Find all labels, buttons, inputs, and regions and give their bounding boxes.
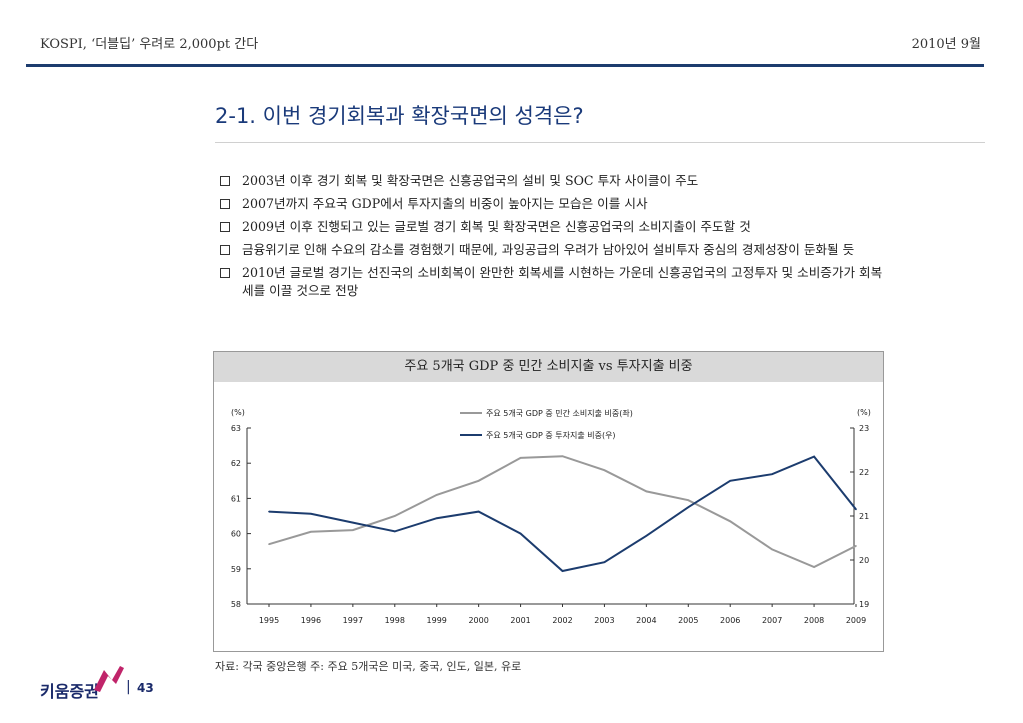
series-point-2 (519, 532, 522, 535)
bullet-text: 2009년 이후 진행되고 있는 글로벌 경기 회복 및 확장국면은 신흥공업국… (242, 219, 751, 234)
x-tick-label: 2006 (720, 616, 740, 625)
series-point-1 (310, 531, 312, 533)
series-point-1 (855, 545, 857, 547)
y-tick-label-left: 59 (231, 565, 241, 574)
x-tick-label: 1996 (301, 616, 321, 625)
chart-panel: 주요 5개국 GDP 중 민간 소비지출 vs 투자지출 비중 (%) (%) 58… (213, 351, 884, 652)
series-point-2 (561, 570, 564, 572)
square-bullet-icon (220, 245, 230, 255)
y-tick-label-left: 63 (231, 424, 241, 433)
page-title: 2-1. 이번 경기회복과 확장국면의 성격은? (215, 104, 584, 128)
series-point-1 (352, 529, 354, 531)
y-axis-right-unit: (%) (857, 408, 871, 417)
header-divider (26, 64, 984, 67)
square-bullet-icon (220, 268, 230, 278)
series-point-1 (771, 548, 773, 551)
x-tick-label: 2004 (636, 616, 656, 625)
square-bullet-icon (220, 222, 230, 232)
x-tick-label: 2008 (804, 616, 824, 625)
y-tick-label-left: 58 (231, 600, 241, 609)
series-point-1 (645, 490, 648, 493)
line-chart: (%) (%) 58 59 60 61 62 63 19 20 21 22 23 1995 1996 1997… (231, 408, 871, 625)
title-divider (215, 142, 985, 143)
series-point-1 (519, 457, 522, 459)
chart-title: 주요 5개국 GDP 중 민간 소비지출 vs 투자지출 비중 (214, 352, 883, 382)
y-tick-label-left: 61 (231, 494, 241, 503)
series-point-2 (393, 530, 396, 533)
bullet-item: 2007년까지 주요국 GDP에서 투자지출의 비중이 높아지는 모습은 이를 … (218, 195, 883, 213)
y-tick-label-left: 60 (231, 530, 241, 539)
x-tick-label: 2005 (678, 616, 698, 625)
x-tick-label: 1997 (343, 616, 363, 625)
series-point-1 (268, 543, 270, 545)
source-note: 자료: 각국 중앙은행 주: 주요 5개국은 미국, 중국, 인도, 일본, 유… (215, 660, 522, 673)
legend-label-2: 주요 5개국 GDP 중 투자지출 비중(우) (486, 430, 616, 440)
series-point-2 (603, 561, 606, 563)
series-line-2 (268, 455, 857, 573)
series-point-1 (435, 494, 438, 496)
x-tick-label: 2003 (594, 616, 614, 625)
series-point-2 (268, 510, 270, 513)
y-axis-left-unit: (%) (231, 408, 245, 417)
footer-separator: | (126, 679, 131, 695)
square-bullet-icon (220, 199, 230, 209)
x-tick-label: 2007 (762, 616, 782, 625)
bullet-item: 2003년 이후 경기 회복 및 확장국면은 신흥공업국의 설비 및 SOC 투… (218, 172, 883, 190)
series-point-1 (561, 455, 564, 457)
series-line-1 (268, 455, 857, 569)
x-tick-label: 2009 (846, 616, 866, 625)
series-point-1 (477, 480, 480, 482)
y-tick-label-right: 20 (859, 556, 869, 565)
square-bullet-icon (220, 176, 230, 186)
page-number: 43 (137, 681, 154, 695)
series-point-2 (729, 480, 732, 482)
series-point-1 (393, 515, 396, 517)
series-point-2 (352, 521, 354, 524)
series-point-2 (687, 506, 690, 508)
series-point-2 (855, 508, 857, 511)
x-tick-label: 1999 (427, 616, 447, 625)
x-tick-label: 2002 (552, 616, 572, 625)
bullet-list: 2003년 이후 경기 회복 및 확장국면은 신흥공업국의 설비 및 SOC 투… (218, 172, 883, 305)
y-tick-label-right: 23 (859, 424, 869, 433)
series-point-2 (771, 473, 773, 475)
bullet-text: 금융위기로 인해 수요의 감소를 경험했기 때문에, 과잉공급의 우려가 남아있… (242, 242, 855, 257)
x-tick-label: 2000 (468, 616, 488, 625)
bullet-text: 2003년 이후 경기 회복 및 확장국면은 신흥공업국의 설비 및 SOC 투… (242, 173, 699, 188)
legend-label-1: 주요 5개국 GDP 중 민간 소비지출 비중(좌) (486, 408, 633, 418)
logo-text: 키움증권 (40, 682, 99, 701)
logo-arrow-icon (94, 666, 124, 692)
bullet-item: 2010년 글로벌 경기는 선진국의 소비회복이 완만한 회복세를 시현하는 가… (218, 264, 883, 300)
x-tick-label: 1995 (259, 616, 279, 625)
y-tick-label-right: 21 (859, 512, 869, 521)
series-point-1 (813, 566, 815, 568)
y-tick-label-left: 62 (231, 459, 241, 468)
bullet-text: 2010년 글로벌 경기는 선진국의 소비회복이 완만한 회복세를 시현하는 가… (242, 265, 883, 298)
series-point-1 (687, 499, 690, 501)
bullet-text: 2007년까지 주요국 GDP에서 투자지출의 비중이 높아지는 모습은 이를 … (242, 196, 648, 211)
bullet-item: 금융위기로 인해 수요의 감소를 경험했기 때문에, 과잉공급의 우려가 남아있… (218, 241, 883, 259)
series-point-2 (310, 513, 312, 515)
series-point-2 (477, 510, 480, 513)
series-point-2 (813, 455, 815, 458)
series-point-2 (435, 517, 438, 519)
y-tick-label-right: 22 (859, 468, 869, 477)
header-report-title: KOSPI, ‘더블딥’ 우려로 2,000pt 간다 (40, 37, 259, 52)
series-point-2 (645, 535, 648, 537)
x-tick-label: 1998 (385, 616, 405, 625)
header-date: 2010년 9월 (911, 37, 981, 52)
series-point-1 (603, 469, 606, 472)
bullet-item: 2009년 이후 진행되고 있는 글로벌 경기 회복 및 확장국면은 신흥공업국… (218, 218, 883, 236)
series-point-1 (729, 520, 732, 523)
x-tick-label: 2001 (510, 616, 530, 625)
y-tick-label-right: 19 (859, 600, 869, 609)
